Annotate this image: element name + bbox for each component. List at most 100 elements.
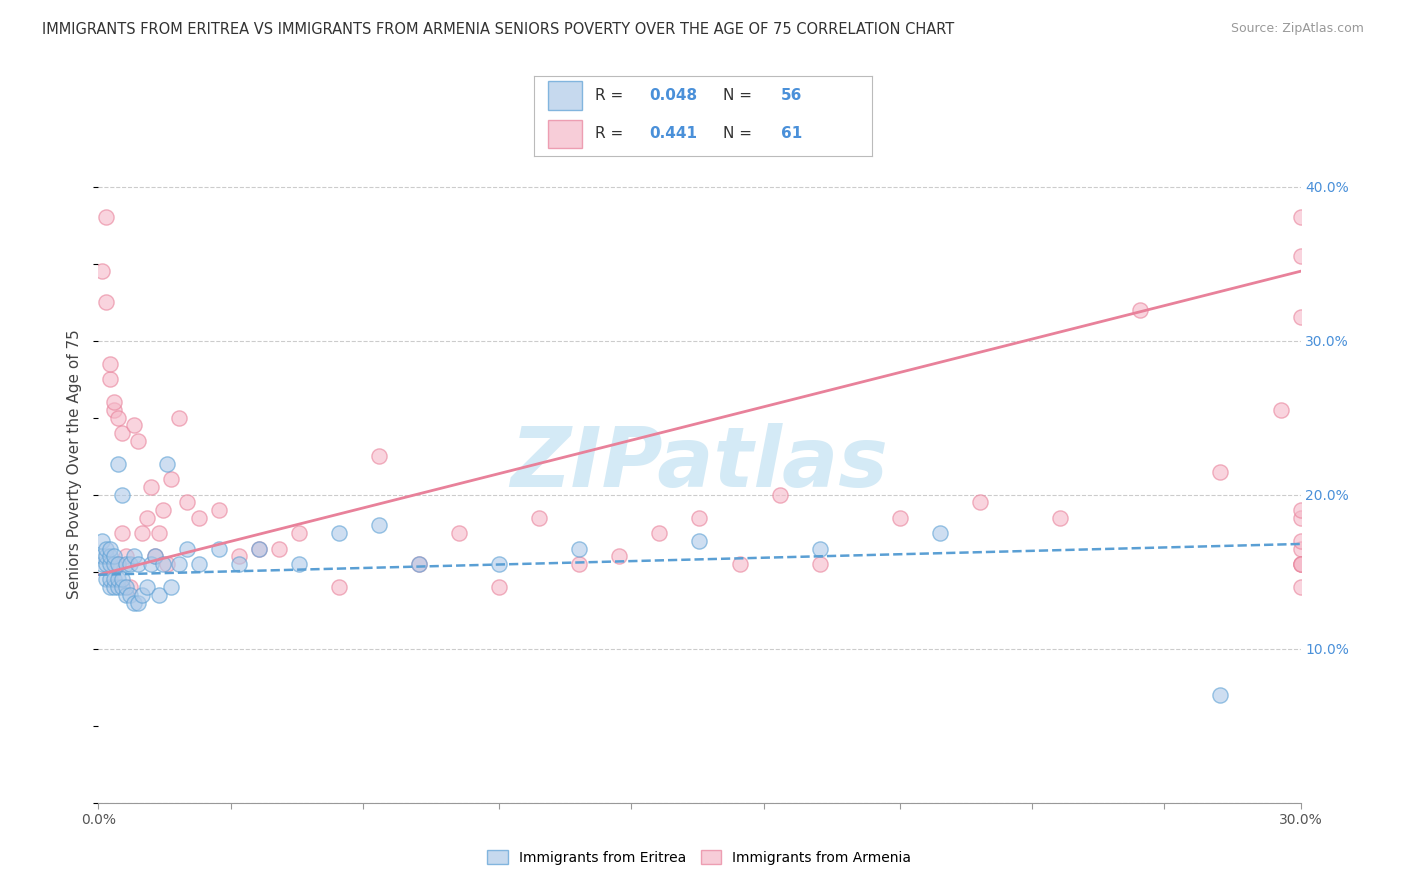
Point bbox=[208, 503, 231, 517]
Point bbox=[124, 418, 146, 433]
Point bbox=[408, 557, 430, 571]
Point bbox=[267, 541, 290, 556]
Point bbox=[100, 549, 122, 564]
Point bbox=[115, 557, 138, 571]
Point bbox=[107, 410, 129, 425]
Point bbox=[96, 295, 118, 310]
Point bbox=[808, 557, 831, 571]
Point bbox=[100, 372, 122, 386]
Point bbox=[107, 557, 129, 571]
Point bbox=[128, 557, 150, 571]
Point bbox=[969, 495, 991, 509]
Point bbox=[689, 510, 711, 524]
Point bbox=[648, 526, 671, 541]
Point bbox=[124, 595, 146, 609]
Text: 56: 56 bbox=[780, 88, 801, 103]
Point bbox=[111, 488, 134, 502]
Point bbox=[135, 580, 157, 594]
Point bbox=[1289, 557, 1312, 571]
Text: R =: R = bbox=[595, 126, 628, 141]
Point bbox=[91, 557, 114, 571]
Point bbox=[139, 557, 162, 571]
Point bbox=[91, 549, 114, 564]
Point bbox=[328, 526, 350, 541]
Point bbox=[100, 557, 122, 571]
Point bbox=[159, 472, 181, 486]
Point bbox=[91, 533, 114, 548]
Point bbox=[728, 557, 751, 571]
FancyBboxPatch shape bbox=[548, 120, 582, 148]
Point bbox=[1289, 541, 1312, 556]
Point bbox=[1289, 533, 1312, 548]
Point bbox=[103, 549, 125, 564]
Text: 61: 61 bbox=[780, 126, 801, 141]
Point bbox=[167, 557, 190, 571]
Point bbox=[120, 588, 142, 602]
Point bbox=[208, 541, 231, 556]
Point bbox=[408, 557, 430, 571]
Point bbox=[247, 541, 270, 556]
Point bbox=[111, 526, 134, 541]
Text: N =: N = bbox=[723, 126, 756, 141]
Point bbox=[103, 580, 125, 594]
Point bbox=[769, 488, 792, 502]
Point bbox=[1289, 503, 1312, 517]
Point bbox=[929, 526, 952, 541]
Point bbox=[187, 557, 209, 571]
Text: 0.441: 0.441 bbox=[650, 126, 697, 141]
Point bbox=[107, 457, 129, 471]
Point bbox=[152, 557, 174, 571]
Point bbox=[103, 557, 125, 571]
Point bbox=[143, 549, 166, 564]
Point bbox=[103, 395, 125, 409]
Point bbox=[159, 580, 181, 594]
Point bbox=[568, 541, 591, 556]
Point bbox=[143, 549, 166, 564]
FancyBboxPatch shape bbox=[548, 81, 582, 110]
Point bbox=[100, 541, 122, 556]
Point bbox=[247, 541, 270, 556]
Point bbox=[155, 457, 177, 471]
Point bbox=[120, 557, 142, 571]
Point bbox=[488, 557, 510, 571]
Point bbox=[128, 595, 150, 609]
Point bbox=[115, 580, 138, 594]
Point bbox=[107, 573, 129, 587]
Point bbox=[889, 510, 911, 524]
Point bbox=[228, 557, 250, 571]
Point bbox=[103, 403, 125, 417]
Point bbox=[131, 588, 153, 602]
Text: Source: ZipAtlas.com: Source: ZipAtlas.com bbox=[1230, 22, 1364, 36]
Point bbox=[100, 357, 122, 371]
Point bbox=[96, 573, 118, 587]
Point bbox=[167, 410, 190, 425]
Point bbox=[100, 580, 122, 594]
Text: ZIPatlas: ZIPatlas bbox=[510, 424, 889, 504]
Point bbox=[1289, 510, 1312, 524]
Point bbox=[1289, 557, 1312, 571]
Point bbox=[107, 580, 129, 594]
Point bbox=[1289, 580, 1312, 594]
Text: IMMIGRANTS FROM ERITREA VS IMMIGRANTS FROM ARMENIA SENIORS POVERTY OVER THE AGE : IMMIGRANTS FROM ERITREA VS IMMIGRANTS FR… bbox=[42, 22, 955, 37]
Point bbox=[447, 526, 470, 541]
Point bbox=[111, 580, 134, 594]
Point bbox=[148, 526, 170, 541]
Point bbox=[96, 557, 118, 571]
Point bbox=[568, 557, 591, 571]
Point bbox=[100, 573, 122, 587]
Point bbox=[1289, 211, 1312, 225]
Point bbox=[288, 557, 311, 571]
Point bbox=[96, 211, 118, 225]
Text: 0.048: 0.048 bbox=[650, 88, 697, 103]
Point bbox=[1049, 510, 1071, 524]
Point bbox=[124, 549, 146, 564]
Point bbox=[1209, 465, 1232, 479]
Point bbox=[488, 580, 510, 594]
Point bbox=[135, 510, 157, 524]
Point bbox=[1289, 557, 1312, 571]
Point bbox=[689, 533, 711, 548]
Point bbox=[328, 580, 350, 594]
Point bbox=[111, 425, 134, 440]
Point bbox=[368, 518, 391, 533]
Point bbox=[368, 449, 391, 463]
